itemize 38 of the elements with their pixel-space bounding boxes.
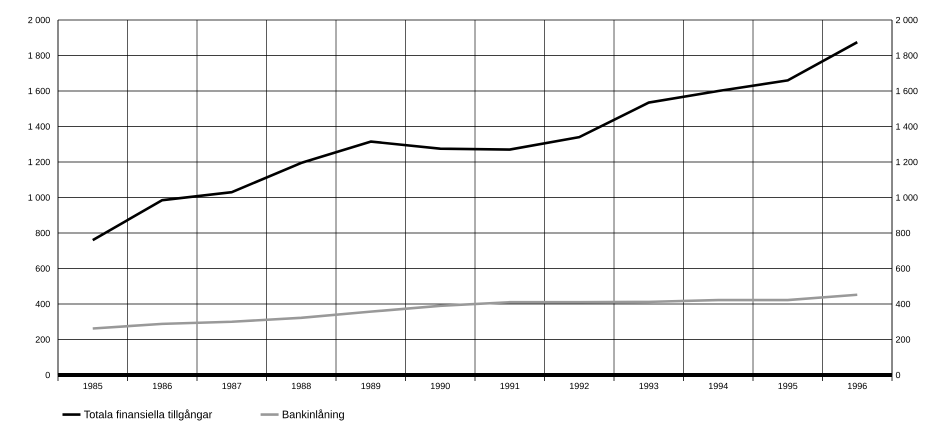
line-series [91, 293, 859, 330]
y-tick-label: 1 800 [28, 52, 50, 59]
x-tick-label: 1989 [361, 382, 380, 390]
y2-tick-label: 2 000 [896, 16, 918, 24]
y2-tick-label: 1 600 [896, 88, 918, 94]
y-tick-label: 600 [36, 265, 50, 272]
y-tick-label: 1 000 [28, 194, 50, 201]
y2-tick-label: 0 [896, 372, 900, 378]
x-tick-label: 1996 [848, 382, 867, 390]
x-tick-label: 1988 [292, 382, 311, 390]
y2-tick-label: 200 [896, 336, 910, 343]
x-tick-label: 1990 [430, 382, 450, 390]
y2-tick-label: 800 [896, 230, 910, 236]
y2-tick-label: 400 [896, 300, 910, 308]
y2-tick-label: 1 400 [896, 123, 918, 130]
y-tick-label: 1 200 [28, 158, 50, 166]
legend-label: Totala finansiella tillgångar [84, 409, 212, 420]
y-tick-label: 800 [36, 230, 50, 236]
y-tick-label: 400 [35, 300, 50, 308]
y2-tick-label: 1 200 [896, 158, 918, 166]
y-tick-label: 200 [36, 336, 50, 343]
x-tick-label: 1992 [570, 382, 589, 390]
y-tick-label: 1 600 [28, 88, 50, 94]
x-tick-label: 1995 [778, 382, 798, 390]
x-tick-label: 1986 [152, 382, 172, 390]
x-tick-label: 1987 [222, 382, 242, 390]
x-tick-label: 1985 [83, 382, 102, 390]
y2-tick-label: 1 000 [896, 194, 918, 201]
y2-tick-label: 600 [896, 265, 910, 272]
x-tick-label: 1993 [639, 382, 658, 390]
y2-tick-label: 1 800 [896, 52, 918, 59]
y-tick-label: 1 400 [28, 123, 50, 130]
x-tick-label: 1994 [708, 382, 728, 390]
legend-label: Bankinlåning [282, 409, 344, 420]
x-tick-label: 1991 [500, 382, 520, 390]
y-tick-label: 2 000 [28, 16, 50, 24]
line-series [91, 40, 859, 242]
y-tick-label: 0 [46, 372, 50, 378]
